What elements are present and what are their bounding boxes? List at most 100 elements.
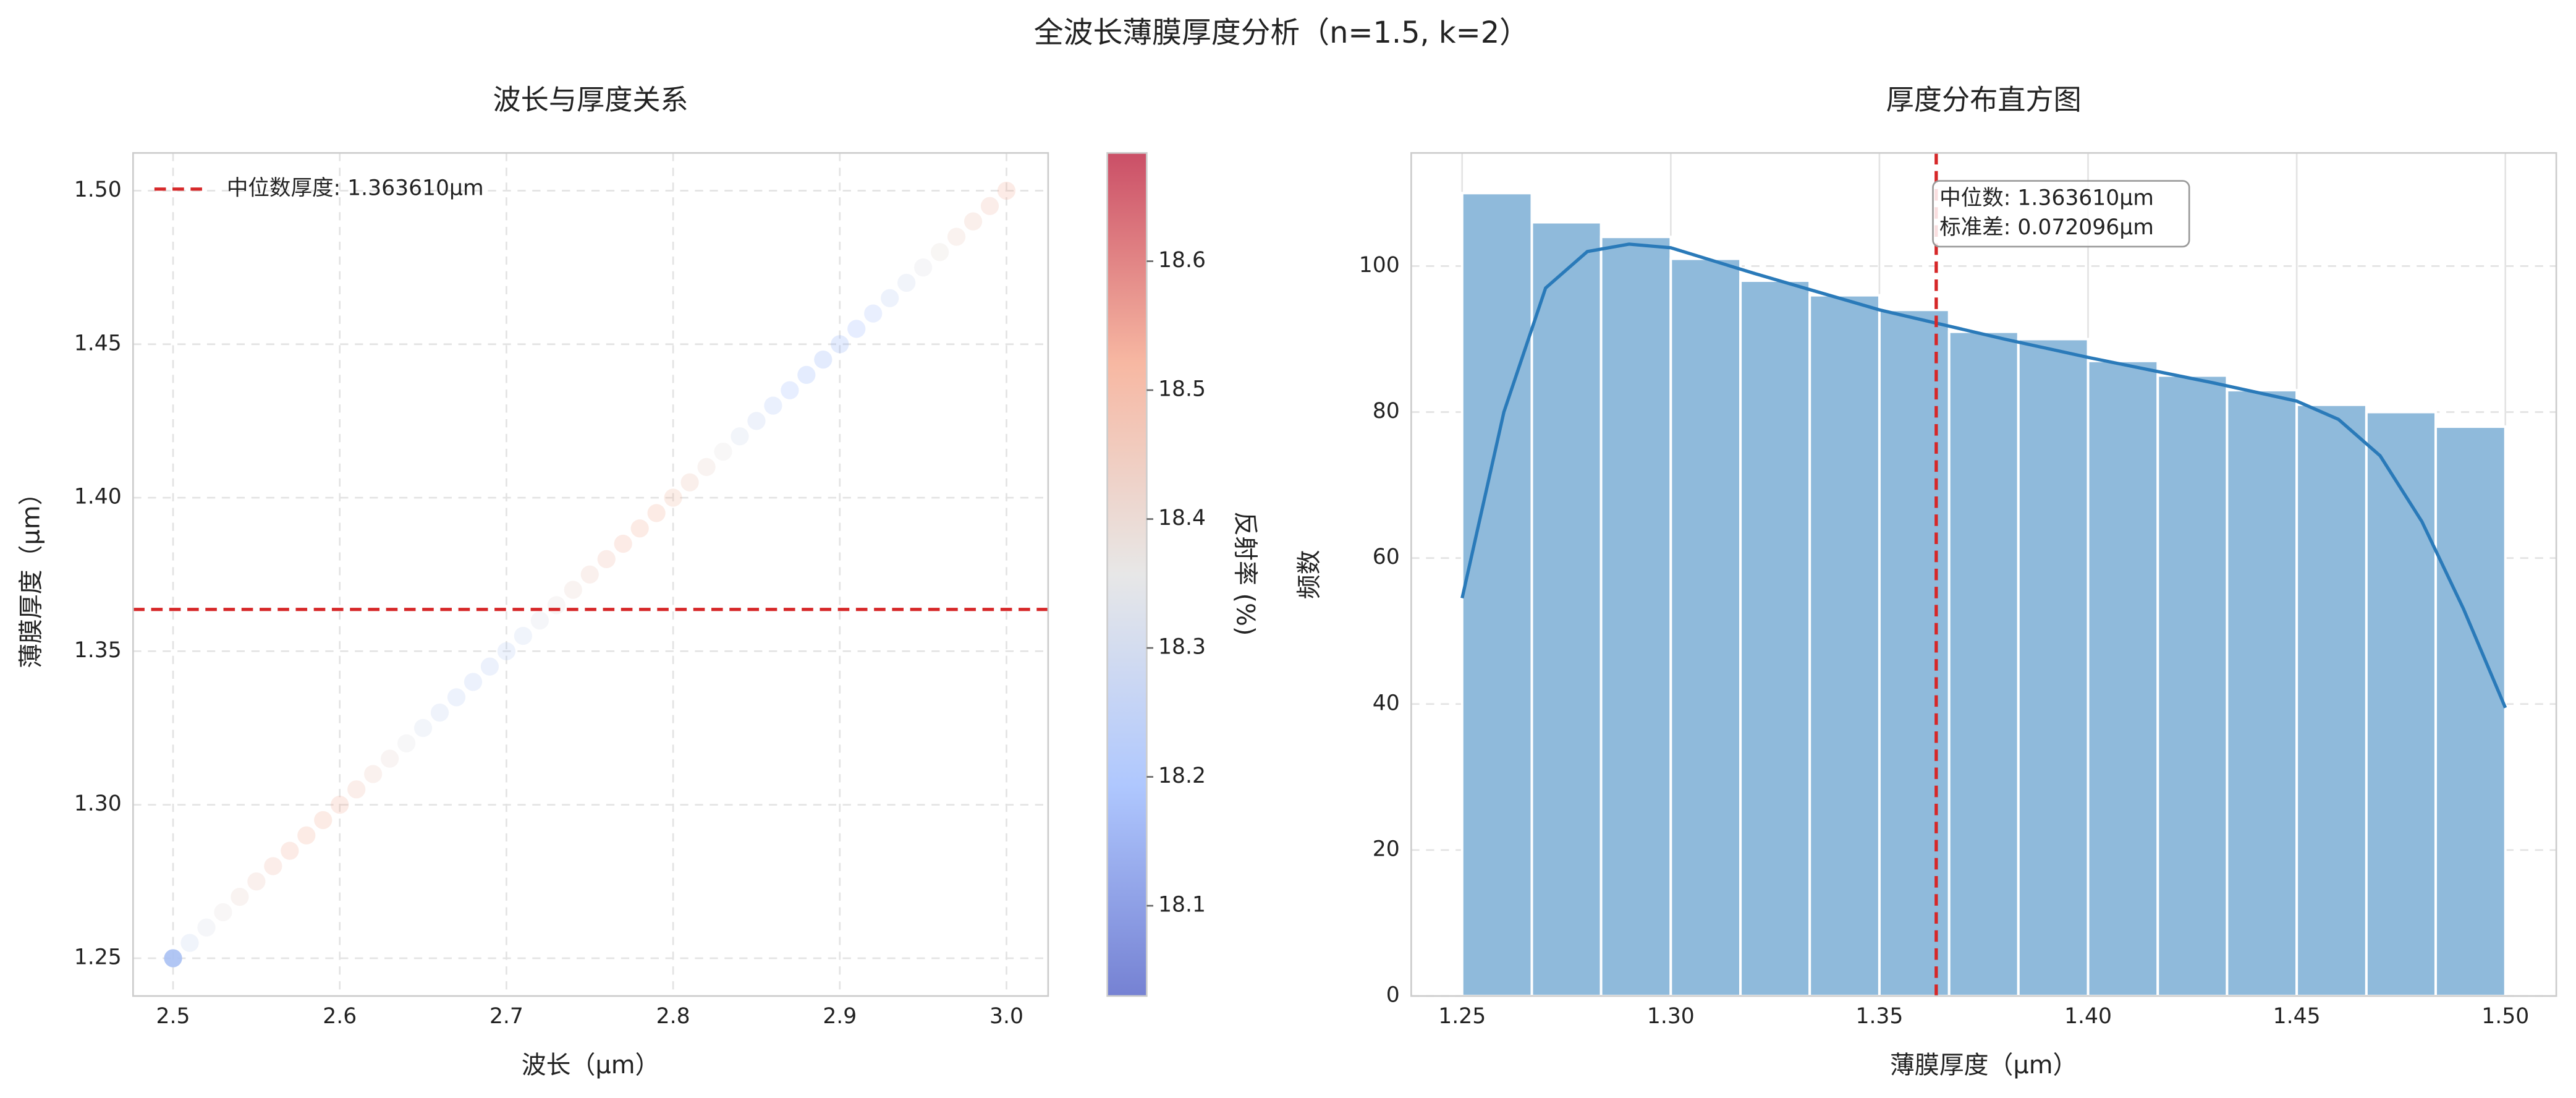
scatter-point [480, 657, 499, 676]
scatter-point [447, 688, 466, 707]
scatter-point [797, 365, 816, 385]
scatter-point [814, 350, 833, 369]
scatter-point [314, 811, 333, 830]
colorbar-label: 反射率 (%) [1231, 511, 1260, 636]
scatter-point [831, 335, 849, 354]
colorbar-tick-label: 18.4 [1158, 506, 1206, 530]
plot-frame [1410, 152, 2557, 997]
scatter-point [514, 626, 533, 645]
histogram-bar [1460, 192, 1533, 998]
x-tick-label: 1.50 [2481, 1004, 2529, 1029]
histogram-bar [1739, 279, 1811, 998]
figure-title: 全波长薄膜厚度分析（n=1.5, k=2） [1034, 16, 1529, 50]
y-tick-label: 40 [1373, 691, 1400, 715]
histogram-bar [1599, 236, 1672, 998]
y-tick-label: 1.45 [74, 331, 122, 355]
scatter-point [197, 918, 216, 937]
histogram-bar [1808, 294, 1881, 998]
scatter-point [364, 765, 383, 783]
scatter-point [731, 427, 749, 446]
colorbar-tick-label: 18.1 [1158, 893, 1206, 917]
x-tick-label: 3.0 [989, 1004, 1023, 1029]
x-axis-label: 薄膜厚度（μm） [1890, 1051, 2077, 1079]
annotation-text: 标准差: 0.072096μm [1939, 215, 2154, 240]
scatter-point [464, 673, 483, 691]
scatter-point [864, 304, 883, 323]
x-tick-label: 2.8 [656, 1004, 690, 1029]
y-tick-label: 1.40 [74, 485, 122, 509]
scatter-point [247, 872, 266, 891]
y-tick-label: 100 [1359, 253, 1400, 278]
scatter-point [180, 934, 199, 952]
annotation-box [1932, 180, 2190, 248]
scatter-point [764, 396, 782, 415]
scatter-point [647, 504, 666, 522]
colorbar-tick-label: 18.3 [1158, 635, 1206, 660]
y-tick-label: 1.35 [74, 638, 122, 663]
scatter-point [914, 258, 933, 277]
histogram-bar [1669, 257, 1742, 998]
chart-title: 波长与厚度关系 [493, 83, 688, 116]
colorbar-tick-label: 18.5 [1158, 377, 1206, 402]
scatter-point [430, 704, 449, 722]
histogram-bar [1878, 309, 1951, 998]
scatter-point [397, 734, 416, 752]
scatter-point [264, 857, 282, 875]
x-tick-label: 2.5 [156, 1004, 190, 1029]
scatter-point [881, 289, 899, 307]
scatter-point [947, 228, 966, 246]
scatter-point [231, 888, 249, 906]
y-axis-label: 频数 [1295, 550, 1324, 599]
scatter-point [664, 488, 682, 507]
scatter-point [697, 457, 716, 477]
x-tick-label: 1.30 [1647, 1004, 1695, 1029]
y-tick-label: 1.50 [74, 177, 122, 202]
x-tick-label: 1.45 [2273, 1004, 2321, 1029]
chart-title: 厚度分布直方图 [1886, 83, 2082, 116]
histogram-bar [1947, 330, 2020, 998]
scatter-point [847, 320, 866, 338]
y-tick-label: 80 [1373, 399, 1400, 423]
scatter-point [164, 949, 182, 968]
kde-curve [1460, 242, 2507, 709]
legend-label: 中位数厚度: 1.363610μm [227, 176, 484, 200]
histogram-bar [2087, 359, 2159, 998]
y-tick-label: 0 [1386, 983, 1400, 1008]
scatter-point [714, 442, 732, 461]
scatter-point [747, 412, 766, 430]
y-tick-label: 60 [1373, 545, 1400, 569]
scatter-point [331, 796, 349, 814]
colorbar-tick-label: 18.6 [1158, 248, 1206, 273]
colorbar-tick-label: 18.2 [1158, 764, 1206, 788]
scatter-point [980, 197, 999, 215]
histogram-bar [2295, 403, 2368, 998]
x-tick-label: 2.6 [323, 1004, 357, 1029]
histogram-bar [2017, 338, 2090, 998]
scatter-point [781, 381, 799, 399]
scatter-point [614, 534, 632, 553]
scatter-point [281, 841, 299, 860]
scatter-point [930, 243, 949, 262]
scatter-point [297, 826, 316, 845]
scatter-point [547, 596, 566, 615]
histogram-bar [2365, 411, 2437, 998]
x-tick-label: 2.9 [823, 1004, 857, 1029]
scatter-point [897, 273, 916, 292]
x-tick-label: 2.7 [489, 1004, 523, 1029]
scatter-point [597, 550, 616, 568]
scatter-point [630, 519, 649, 538]
scatter-point [964, 212, 983, 231]
y-tick-label: 20 [1373, 836, 1400, 861]
scatter-point [530, 611, 549, 630]
scatter-point [680, 473, 699, 492]
y-tick-label: 1.25 [74, 945, 122, 969]
x-axis-label: 波长（μm） [522, 1051, 660, 1079]
histogram-bar [2226, 389, 2298, 998]
y-axis-label: 薄膜厚度（μm） [17, 481, 46, 668]
scatter-point [580, 565, 599, 584]
scatter-point [564, 581, 582, 599]
scatter-point [497, 642, 516, 660]
colorbar [1106, 152, 1148, 997]
